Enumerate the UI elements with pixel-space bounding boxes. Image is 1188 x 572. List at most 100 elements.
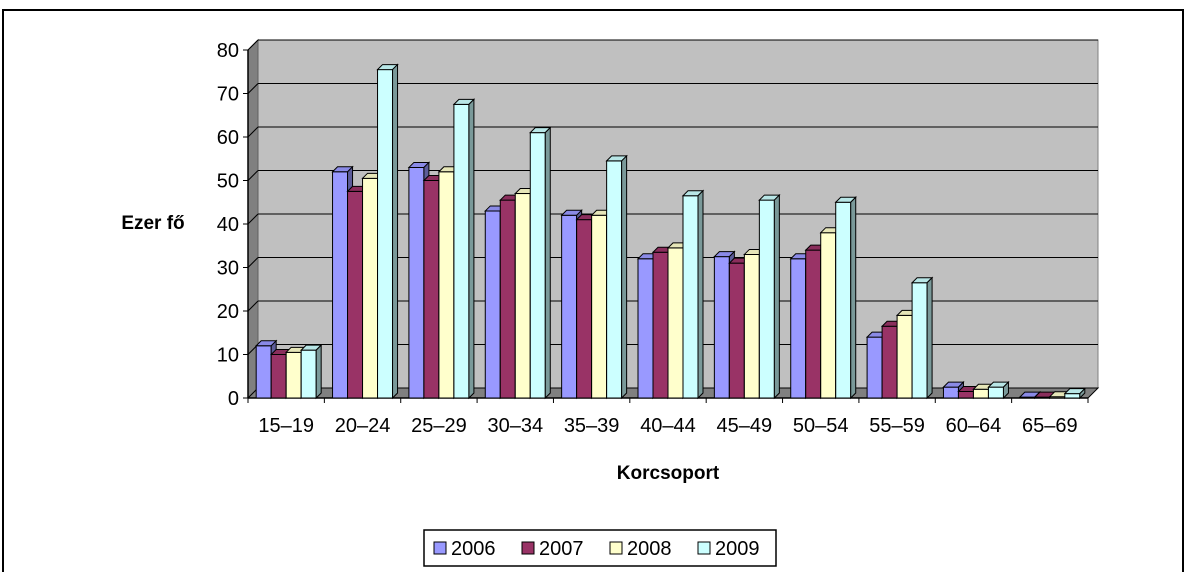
bar-front (377, 69, 394, 399)
x-tick-label: 45–49 (717, 415, 773, 437)
y-tick-label: 70 (217, 84, 239, 106)
y-tick-label: 20 (217, 301, 239, 323)
legend-swatch (433, 541, 447, 555)
y-tick-label: 80 (217, 40, 239, 62)
gridline-diagonal (247, 126, 259, 138)
legend-item: 2006 (433, 538, 496, 560)
x-axis-ticks: 15–19 20–24 25–29 30–34 35–39 40–44 45–49 50–54… (247, 398, 1089, 437)
x-tick-label: 50–54 (793, 415, 849, 437)
bar-front (957, 390, 974, 399)
bar-front (514, 193, 531, 399)
bar-front (866, 336, 883, 399)
x-tick-label: 30–34 (487, 415, 543, 437)
y-tick-label: 0 (228, 388, 239, 410)
bar-front (576, 219, 593, 399)
y-tick-label: 50 (217, 171, 239, 193)
bar-front (667, 247, 684, 399)
legend-swatch (697, 541, 711, 555)
bar-side (926, 276, 933, 400)
y-tick-label: 30 (217, 258, 239, 280)
legend-box (423, 529, 777, 567)
bar-side (1079, 387, 1086, 400)
x-tick-label: 65–69 (1022, 415, 1078, 437)
bar-side (1002, 380, 1009, 400)
bar (1063, 387, 1087, 400)
bar-front (285, 351, 302, 399)
bar-front (911, 282, 928, 399)
gridline-diagonal (247, 39, 259, 51)
gridline-diagonal (247, 170, 259, 181)
x-tick-label: 60–64 (946, 415, 1002, 437)
bar-side (773, 193, 780, 400)
gridline-diagonal (247, 300, 259, 312)
bar-front (652, 251, 669, 399)
bar-front (408, 166, 425, 399)
bar (452, 98, 476, 400)
legend-item: 2008 (609, 538, 672, 560)
x-tick-label: 55–59 (869, 415, 925, 437)
bar-front (728, 262, 745, 399)
bar-front (743, 253, 760, 399)
bar-front (484, 210, 501, 399)
bar-front (561, 214, 578, 399)
bar-side (544, 126, 551, 400)
bar (605, 154, 628, 400)
y-axis-ticks: 0 10 20 30 40 50 60 70 80 (217, 40, 248, 410)
legend-label: 2006 (451, 538, 496, 560)
legend-item: 2009 (697, 538, 760, 560)
bar-front (896, 314, 913, 399)
bar-front (347, 190, 364, 399)
x-tick-label: 40–44 (640, 415, 696, 437)
bar-front (255, 345, 272, 399)
bar-front (682, 195, 699, 399)
bar-front (972, 388, 989, 399)
legend-item: 2007 (521, 538, 584, 560)
bar-front (606, 160, 623, 399)
bar (987, 380, 1010, 400)
bar-front (438, 171, 455, 399)
legend: 2006 2007 2008 2009 (423, 529, 777, 567)
bar-front (270, 354, 287, 399)
bar-side (697, 189, 704, 400)
bar-front (300, 349, 317, 399)
bar-front (453, 103, 470, 399)
y-tick-label: 10 (217, 345, 239, 367)
bar-front (332, 171, 349, 399)
bar-front (942, 386, 959, 399)
x-tick-label: 35–39 (564, 415, 620, 437)
y-tick-label: 60 (217, 127, 239, 149)
x-axis-title: Korcsoport (617, 463, 720, 484)
bar (834, 196, 857, 400)
gridline-diagonal (247, 83, 259, 94)
bar-front (987, 386, 1004, 399)
bar (758, 193, 781, 400)
bar-front (1064, 393, 1081, 399)
bar-front (591, 214, 608, 399)
bar-side (315, 343, 322, 400)
gridline-diagonal (247, 257, 259, 268)
legend-label: 2007 (539, 538, 584, 560)
y-axis-title: Ezer fő (121, 213, 184, 234)
bar-side (850, 196, 857, 400)
gridline-diagonal (247, 213, 259, 225)
bar (299, 343, 323, 400)
bar (681, 189, 705, 400)
legend-swatch (609, 541, 623, 555)
legend-label: 2008 (627, 538, 672, 560)
legend-swatch (521, 541, 535, 555)
bar-front (423, 180, 440, 399)
bar-front (713, 256, 730, 399)
bar-side (392, 63, 399, 400)
bar (376, 63, 399, 400)
bar-front (758, 199, 775, 399)
bars (254, 63, 1087, 400)
legend-label: 2009 (715, 538, 760, 560)
bar-front (790, 258, 807, 399)
bar-side (621, 154, 628, 400)
x-tick-label: 20–24 (335, 415, 391, 437)
y-tick-label: 40 (217, 214, 239, 236)
bar-side (468, 98, 475, 400)
bar-front (805, 249, 822, 399)
bar-front (529, 132, 546, 399)
bar-front (820, 232, 837, 399)
